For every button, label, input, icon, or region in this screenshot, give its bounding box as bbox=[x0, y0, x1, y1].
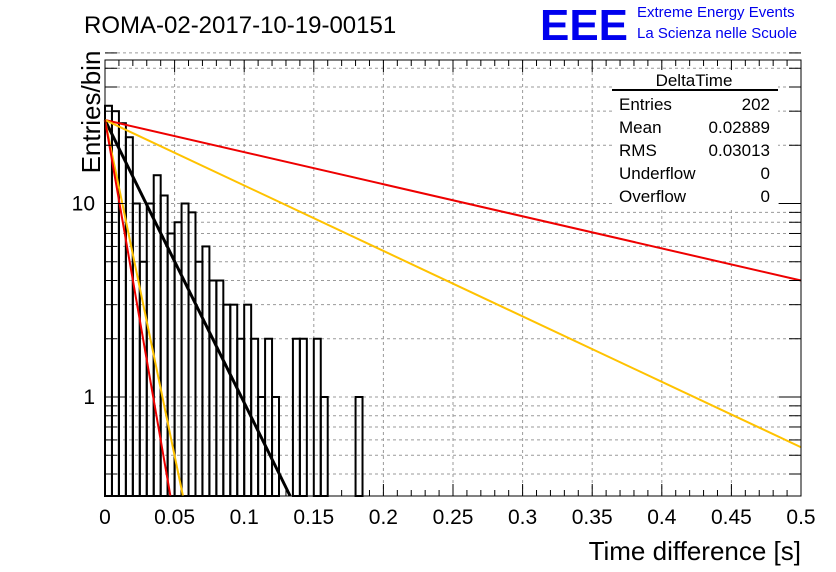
stats-rows: Entries 202 Mean 0.02889 RMS 0.03013 Underflow… bbox=[619, 95, 770, 206]
histogram-bin bbox=[271, 396, 281, 497]
fit-line bbox=[104, 119, 172, 497]
fit-line bbox=[104, 119, 802, 449]
histogram-bin bbox=[194, 260, 204, 497]
logo-line-2: La Scienza nelle Scuole bbox=[637, 25, 797, 42]
histogram-bin bbox=[243, 303, 253, 497]
stats-row-value: 0 bbox=[761, 164, 770, 183]
histogram-bin bbox=[298, 337, 308, 497]
fit-line-main bbox=[103, 119, 292, 497]
histogram-bin bbox=[264, 337, 274, 497]
x-tick-label: 0 bbox=[99, 506, 111, 529]
stats-box: DeltaTime Entries 202 Mean 0.02889 RMS 0.0301… bbox=[612, 70, 778, 208]
histogram-bin bbox=[229, 303, 239, 497]
histogram-bin bbox=[124, 136, 134, 497]
histogram-bin bbox=[319, 396, 329, 497]
y-tick-labels: 1 10 bbox=[72, 193, 95, 410]
axis-ticks bbox=[104, 52, 802, 497]
x-tick-label: 0.3 bbox=[508, 506, 537, 529]
x-tick-label: 0.5 bbox=[786, 506, 815, 529]
histogram-bin bbox=[201, 245, 211, 497]
eee-logo-text: EEE bbox=[540, 1, 628, 50]
stats-row-label: Mean bbox=[619, 118, 662, 137]
stats-title: DeltaTime bbox=[656, 71, 733, 90]
histogram-bin bbox=[208, 279, 218, 498]
histogram-bin bbox=[236, 337, 246, 497]
y-axis-title: Entries/bin bbox=[76, 51, 106, 174]
histogram-bin bbox=[312, 337, 322, 497]
histogram-bin bbox=[104, 104, 113, 497]
x-tick-label: 0.25 bbox=[433, 506, 474, 529]
stats-row-label: Entries bbox=[619, 95, 672, 114]
stats-row-value: 0.02889 bbox=[709, 118, 770, 137]
fit-lines bbox=[103, 119, 802, 497]
logo-line-1: Extreme Energy Events bbox=[637, 4, 795, 21]
x-tick-label: 0.2 bbox=[369, 506, 398, 529]
stats-row-value: 0.03013 bbox=[709, 141, 770, 160]
stats-row-label: Overflow bbox=[619, 187, 687, 206]
x-tick-label: 0.45 bbox=[711, 506, 752, 529]
stats-row-value: 202 bbox=[742, 95, 770, 114]
y-tick-label: 1 bbox=[83, 386, 95, 409]
histogram-bin bbox=[291, 337, 301, 497]
x-tick-label: 0.1 bbox=[230, 506, 259, 529]
stats-background bbox=[612, 70, 778, 208]
stats-row-label: RMS bbox=[619, 141, 657, 160]
x-axis-title: Time difference [s] bbox=[589, 536, 801, 566]
run-title: ROMA-02-2017-10-19-00151 bbox=[84, 12, 396, 39]
fit-line bbox=[104, 119, 802, 282]
y-tick-label: 10 bbox=[72, 193, 95, 216]
x-tick-label: 0.35 bbox=[572, 506, 613, 529]
histogram-bin bbox=[131, 202, 141, 497]
x-tick-labels: 0 0.05 0.1 0.15 0.2 0.25 0.3 0.35 0.4 0.45 0.5 bbox=[99, 506, 815, 529]
stats-row-label: Underflow bbox=[619, 164, 696, 183]
histogram-bin bbox=[257, 396, 267, 497]
histogram bbox=[104, 104, 364, 498]
x-tick-label: 0.05 bbox=[154, 506, 195, 529]
x-tick-label: 0.4 bbox=[647, 506, 677, 529]
eee-logo: EEE Extreme Energy Events La Scienza nel… bbox=[540, 1, 797, 50]
histogram-bin bbox=[166, 232, 176, 497]
histogram-bin bbox=[222, 303, 232, 497]
histogram-bin bbox=[354, 396, 364, 497]
fit-line bbox=[104, 119, 184, 497]
histogram-bin bbox=[187, 211, 197, 498]
x-tick-label: 0.15 bbox=[293, 506, 334, 529]
histogram-bin bbox=[215, 279, 225, 498]
stats-row-value: 0 bbox=[761, 187, 770, 206]
histogram-bin bbox=[180, 202, 190, 497]
